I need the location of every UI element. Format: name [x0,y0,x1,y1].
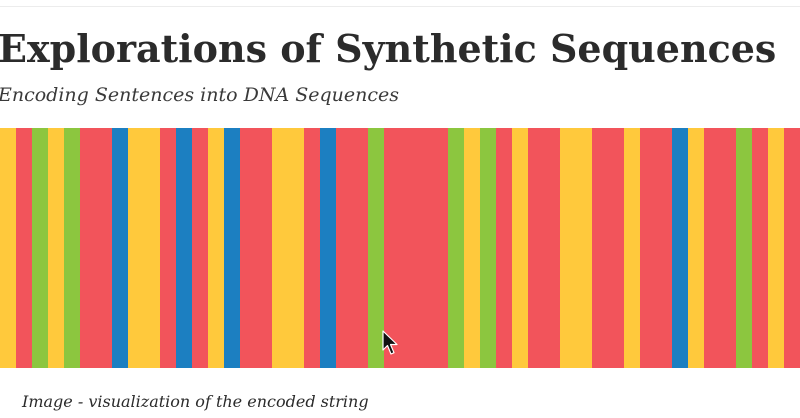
sequence-band [112,128,129,368]
sequence-band [512,128,529,368]
sequence-band [240,128,257,368]
sequence-band [144,128,161,368]
sequence-band [608,128,625,368]
sequence-band [256,128,273,368]
mouse-pointer-icon [382,330,398,355]
sequence-band [496,128,513,368]
sequence-band [16,128,33,368]
sequence-band [704,128,721,368]
dna-visualization [0,128,800,368]
top-divider [0,6,800,7]
sequence-band [384,128,401,368]
sequence-band [160,128,177,368]
page-subtitle: Encoding Sentences into DNA Sequences [0,84,399,106]
sequence-band [224,128,241,368]
sequence-band [480,128,497,368]
sequence-band [640,128,657,368]
sequence-band [672,128,689,368]
sequence-band [352,128,369,368]
sequence-band [544,128,561,368]
sequence-band [400,128,417,368]
sequence-band [208,128,225,368]
sequence-band [416,128,433,368]
sequence-band [192,128,209,368]
sequence-band [32,128,49,368]
sequence-band [624,128,641,368]
sequence-band [368,128,385,368]
sequence-band [48,128,65,368]
sequence-band [576,128,593,368]
sequence-band [432,128,449,368]
page-title: Explorations of Synthetic Sequences [0,26,777,71]
sequence-band [688,128,705,368]
sequence-band [336,128,353,368]
sequence-band [80,128,97,368]
figure-caption: Image - visualization of the encoded str… [22,392,369,411]
sequence-band [464,128,481,368]
sequence-band [176,128,193,368]
sequence-band [736,128,753,368]
sequence-band [656,128,673,368]
sequence-band [720,128,737,368]
sequence-band [128,128,145,368]
sequence-band [64,128,81,368]
sequence-band [96,128,113,368]
sequence-band [560,128,577,368]
sequence-band [320,128,337,368]
sequence-band [0,128,17,368]
sequence-band [448,128,465,368]
sequence-band [592,128,609,368]
sequence-band [272,128,289,368]
sequence-band [304,128,321,368]
sequence-band [784,128,800,368]
sequence-band [752,128,769,368]
sequence-band [288,128,305,368]
sequence-band [528,128,545,368]
sequence-band [768,128,785,368]
